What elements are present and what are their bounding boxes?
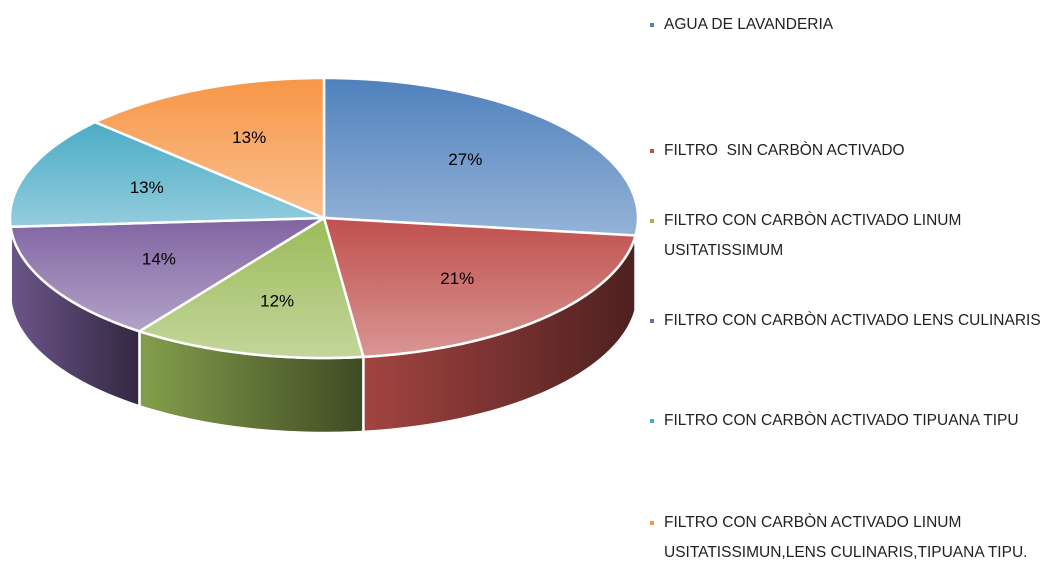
legend-swatch: [650, 319, 654, 323]
slice: [136, 216, 365, 360]
data-label: 12%: [260, 292, 294, 311]
legend-swatch: [650, 521, 654, 525]
legend-item: FILTRO CON CARBÒN ACTIVADO TIPUANA TIPU: [650, 406, 1064, 436]
slice: [92, 76, 326, 220]
data-label: 21%: [440, 269, 474, 288]
legend-label: FILTRO CON CARBÒN ACTIVADO LINUM USITATI…: [664, 514, 1028, 561]
legend-label: FILTRO SIN CARBÒN ACTIVADO: [664, 142, 905, 159]
slice: [8, 120, 325, 229]
slice: [9, 216, 329, 333]
legend-label: FILTRO CON CARBÒN ACTIVADO LENS CULINARI…: [664, 312, 1041, 329]
data-label: 14%: [142, 249, 176, 268]
legend-swatch: [650, 419, 654, 423]
legend-item: FILTRO CON CARBÒN ACTIVADO LENS CULINARI…: [650, 306, 1064, 336]
legend-item: AGUA DE LAVANDERIA: [650, 10, 1064, 40]
data-label: 27%: [448, 150, 482, 169]
data-label: 13%: [130, 178, 164, 197]
slice: [322, 76, 640, 237]
data-label: 13%: [232, 128, 266, 147]
legend-item: FILTRO CON CARBÒN ACTIVADO LINUM USITATI…: [650, 508, 1064, 568]
legend-item: FILTRO SIN CARBÒN ACTIVADO: [650, 136, 1064, 166]
legend-label: FILTRO CON CARBÒN ACTIVADO LINUM USITATI…: [664, 212, 966, 259]
legend-swatch: [650, 23, 654, 27]
legend-item: FILTRO CON CARBÒN ACTIVADO LINUM USITATI…: [650, 206, 1064, 266]
legend-swatch: [650, 219, 654, 223]
legend-swatch: [650, 149, 654, 153]
legend-label: FILTRO CON CARBÒN ACTIVADO TIPUANA TIPU: [664, 412, 1019, 429]
legend-label: AGUA DE LAVANDERIA: [664, 16, 834, 33]
slice: [322, 216, 638, 359]
